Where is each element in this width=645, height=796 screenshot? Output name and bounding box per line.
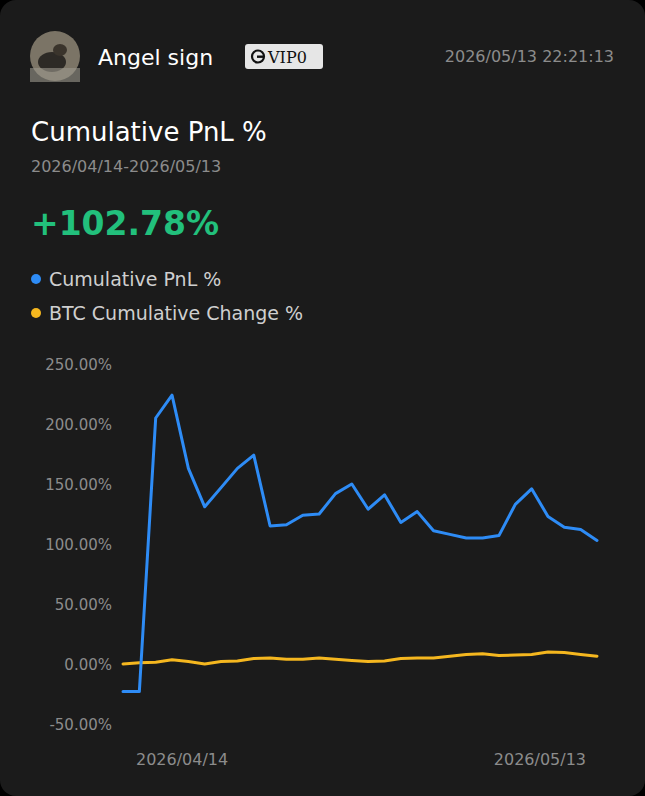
legend-label: BTC Cumulative Change % bbox=[49, 302, 303, 324]
legend-dot bbox=[31, 274, 41, 284]
y-tick-label: 50.00% bbox=[55, 596, 112, 614]
timestamp: 2026/05/13 22:21:13 bbox=[445, 47, 614, 66]
legend-label: Cumulative PnL % bbox=[49, 268, 221, 290]
y-tick-label: 250.00% bbox=[45, 356, 112, 374]
series-line bbox=[123, 395, 597, 691]
chart-subtitle: 2026/04/14-2026/05/13 bbox=[31, 157, 221, 176]
series-line bbox=[123, 652, 597, 664]
legend-entry: Cumulative PnL % bbox=[31, 268, 221, 290]
y-tick-label: 200.00% bbox=[45, 416, 112, 434]
x-tick-label: 2026/04/14 bbox=[136, 750, 228, 769]
user-name: Angel sign bbox=[98, 45, 213, 70]
chart-title: Cumulative PnL % bbox=[31, 117, 267, 147]
y-tick-label: 0.00% bbox=[64, 656, 112, 674]
vip-badge: VIP0 bbox=[245, 44, 323, 69]
avatar bbox=[30, 31, 80, 82]
legend-dot bbox=[31, 308, 41, 318]
summary-value: +102.78% bbox=[31, 204, 219, 243]
plot-area bbox=[123, 395, 597, 691]
card bbox=[0, 0, 645, 796]
page: Angel sign VIP0 2026/05/13 22:21:13 Cumulat… bbox=[0, 0, 645, 796]
badge-text: VIP0 bbox=[267, 48, 307, 67]
y-tick-label: -50.00% bbox=[49, 716, 112, 734]
x-tick-label: 2026/05/13 bbox=[494, 750, 586, 769]
y-tick-label: 100.00% bbox=[45, 536, 112, 554]
legend-entry: BTC Cumulative Change % bbox=[31, 302, 303, 324]
y-tick-label: 150.00% bbox=[45, 476, 112, 494]
